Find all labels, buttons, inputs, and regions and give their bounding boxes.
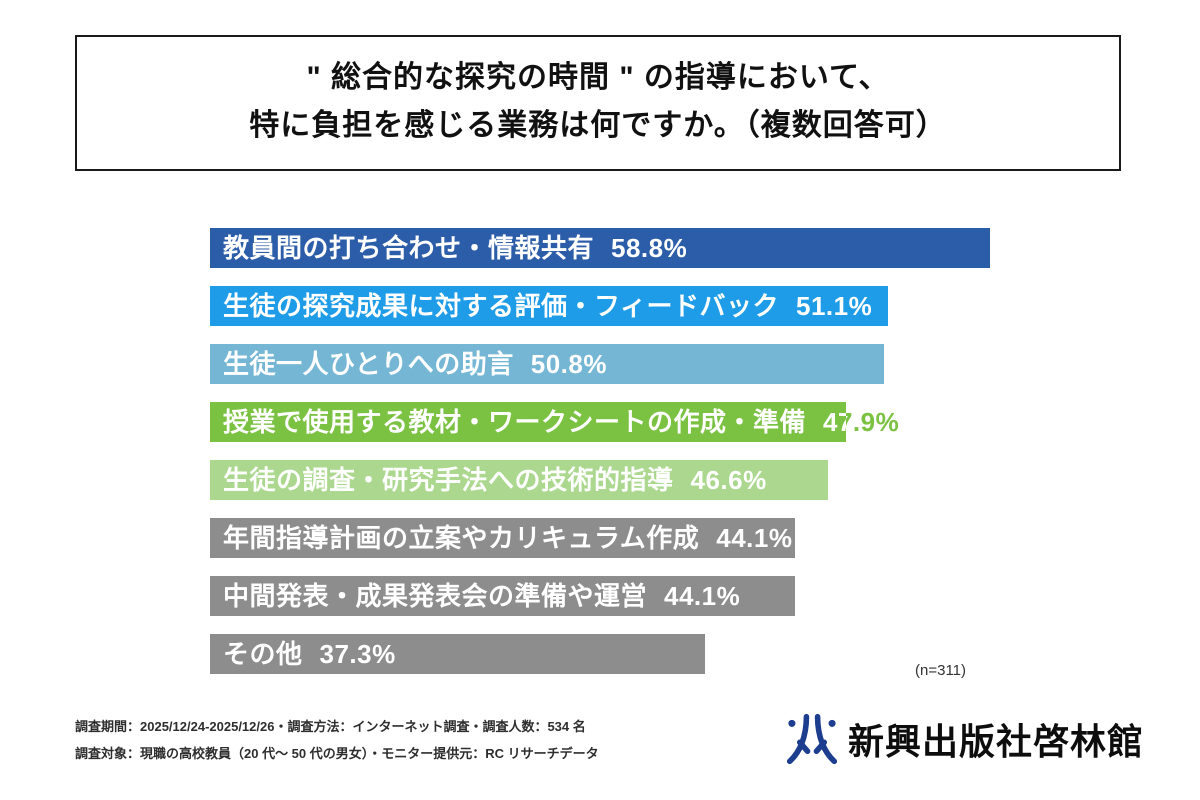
bar-text-overflow-layer: 生徒の調査・研究手法への技術的指導 46.6% — [210, 460, 767, 500]
keirinkan-logo-icon — [786, 713, 838, 765]
bar-fill — [210, 518, 795, 558]
bar-row: 年間指導計画の立案やカリキュラム作成 44.1% 年間指導計画の立案やカリキュラム作… — [210, 518, 1160, 558]
bar-text-clip: 年間指導計画の立案やカリキュラム作成 44.1% — [210, 518, 795, 558]
bar-category-label: その他 — [223, 639, 303, 669]
bar-fill — [210, 402, 846, 442]
bar-text-overflow-layer: 年間指導計画の立案やカリキュラム作成 44.1% — [210, 518, 792, 558]
bar-row: 生徒の探究成果に対する評価・フィードバック 51.1% 生徒の探究成果に対する評価・… — [210, 286, 1160, 326]
bar-value-label: 58.8% — [611, 233, 688, 263]
bar-value-label: 58.8% — [611, 233, 688, 263]
bar-fill — [210, 228, 990, 268]
bar-value-label: 51.1% — [795, 291, 873, 321]
bar-value-label: 44.1% — [716, 523, 793, 553]
bar-value-label: 50.8% — [530, 349, 607, 379]
bar-text: 教員間の打ち合わせ・情報共有 58.8% — [210, 228, 687, 268]
bar-category-label: 生徒の調査・研究手法への技術的指導 — [223, 465, 674, 495]
bar-text-clip: 生徒の探究成果に対する評価・フィードバック 51.1% — [210, 286, 888, 326]
bar-text-overflow-layer: その他 37.3% — [210, 634, 396, 674]
bar-row: 生徒一人ひとりへの助言 50.8% 生徒一人ひとりへの助言 50.8% — [210, 344, 1160, 384]
bar-text-clip: 生徒一人ひとりへの助言 50.8% — [210, 344, 884, 384]
bar-value-label: 44.1% — [664, 581, 741, 611]
footer-line-2: 調査対象：現職の高校教員（20 代〜 50 代の男女）・モニター提供元：RC リ… — [75, 746, 599, 761]
bar-row: 教員間の打ち合わせ・情報共有 58.8% 教員間の打ち合わせ・情報共有 58.8% — [210, 228, 1160, 268]
keirinkan-logo: 新興出版社啓林館 — [783, 710, 1144, 768]
bar-category-label: 年間指導計画の立案やカリキュラム作成 — [223, 523, 700, 553]
bar-fill — [210, 344, 884, 384]
bar-text: 生徒の調査・研究手法への技術的指導 46.6% — [210, 460, 767, 500]
bar-value-label: 47.9% — [823, 407, 846, 437]
bar-fill — [210, 634, 705, 674]
bar-category-label: 生徒の探究成果に対する評価・フィードバック — [223, 291, 779, 321]
bar-category-label: 中間発表・成果発表会の準備や運営 — [223, 581, 648, 611]
bar-category-label: 生徒の探究成果に対する評価・フィードバック — [223, 291, 779, 321]
bar-row: 授業で使用する教材・ワークシートの作成・準備 47.9% 授業で使用する教材・ワーク… — [210, 402, 1160, 442]
survey-methodology-footer: 調査期間：2025/12/24-2025/12/26・調査方法：インターネット調… — [75, 713, 599, 767]
bar-category-label: 中間発表・成果発表会の準備や運営 — [223, 581, 648, 611]
sample-size-note: (n=311) — [915, 662, 967, 679]
footer-line-1: 調査期間：2025/12/24-2025/12/26・調査方法：インターネット調… — [75, 719, 586, 734]
bar-category-label: 生徒一人ひとりへの助言 — [223, 349, 514, 379]
bar-fill — [210, 460, 828, 500]
bar-row: 中間発表・成果発表会の準備や運営 44.1% 中間発表・成果発表会の準備や運営 44.… — [210, 576, 1160, 616]
bar-category-label: その他 — [223, 639, 303, 669]
bar-category-label: 生徒の調査・研究手法への技術的指導 — [223, 465, 674, 495]
bar-value-label: 37.3% — [319, 639, 396, 669]
bar-chart: 教員間の打ち合わせ・情報共有 58.8% 教員間の打ち合わせ・情報共有 58.8% 生徒… — [210, 228, 1160, 698]
bar-fill — [210, 576, 795, 616]
keirinkan-logo-text: 新興出版社啓林館 — [847, 721, 1144, 762]
bar-text: 生徒一人ひとりへの助言 50.8% — [210, 344, 607, 384]
bar-text-overflow-layer: 生徒の探究成果に対する評価・フィードバック 51.1% — [210, 286, 872, 326]
bar-category-label: 生徒一人ひとりへの助言 — [223, 349, 514, 379]
title-line-1: " 総合的な探究の時間 " の指導において、 — [306, 61, 890, 94]
bar-text: その他 37.3% — [210, 634, 396, 674]
title-box: " 総合的な探究の時間 " の指導において、 特に負担を感じる業務は何ですか。（… — [75, 35, 1121, 171]
bar-text-overflow-layer: 授業で使用する教材・ワークシートの作成・準備 47.9% — [210, 402, 899, 442]
bar-value-label: 44.1% — [664, 581, 741, 611]
bar-text: 生徒の探究成果に対する評価・フィードバック 51.1% — [210, 286, 872, 326]
bar-text-clip: その他 37.3% — [210, 634, 705, 674]
bar-text: 授業で使用する教材・ワークシートの作成・準備 47.9% — [210, 402, 846, 442]
bar-fill — [210, 286, 888, 326]
bar-category-label: 授業で使用する教材・ワークシートの作成・準備 — [223, 407, 807, 437]
bar-value-label: 44.1% — [716, 523, 793, 553]
bar-text-clip: 教員間の打ち合わせ・情報共有 58.8% — [210, 228, 990, 268]
bar-category-label: 教員間の打ち合わせ・情報共有 — [223, 233, 595, 263]
bar-value-label: 51.1% — [795, 291, 873, 321]
bar-text: 年間指導計画の立案やカリキュラム作成 44.1% — [210, 518, 792, 558]
bar-value-label: 37.3% — [319, 639, 396, 669]
bar-row: その他 37.3% その他 37.3% — [210, 634, 1160, 674]
bar-value-label: 46.6% — [690, 465, 767, 495]
bar-text-clip: 授業で使用する教材・ワークシートの作成・準備 47.9% — [210, 402, 846, 442]
bar-text-overflow-layer: 生徒一人ひとりへの助言 50.8% — [210, 344, 607, 384]
title-line-2: 特に負担を感じる業務は何ですか。（複数回答可） — [249, 109, 947, 142]
bar-text-clip: 生徒の調査・研究手法への技術的指導 46.6% — [210, 460, 828, 500]
bar-category-label: 年間指導計画の立案やカリキュラム作成 — [223, 523, 700, 553]
bar-text-overflow-layer: 中間発表・成果発表会の準備や運営 44.1% — [210, 576, 740, 616]
bar-row: 生徒の調査・研究手法への技術的指導 46.6% 生徒の調査・研究手法への技術的指導 4… — [210, 460, 1160, 500]
bar-category-label: 教員間の打ち合わせ・情報共有 — [223, 233, 595, 263]
bar-category-label: 授業で使用する教材・ワークシートの作成・準備 — [223, 407, 807, 437]
bar-value-label: 47.9% — [823, 407, 900, 437]
bar-text: 中間発表・成果発表会の準備や運営 44.1% — [210, 576, 740, 616]
bar-value-label: 46.6% — [690, 465, 767, 495]
bar-value-label: 50.8% — [530, 349, 607, 379]
bar-text-clip: 中間発表・成果発表会の準備や運営 44.1% — [210, 576, 795, 616]
bar-text-overflow-layer: 教員間の打ち合わせ・情報共有 58.8% — [210, 228, 687, 268]
